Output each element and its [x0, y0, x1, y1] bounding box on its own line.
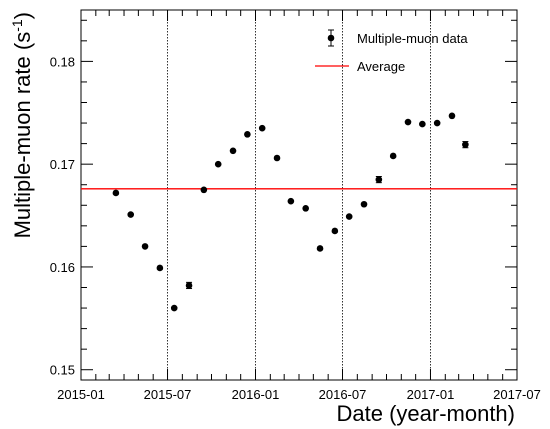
data-point — [404, 118, 412, 126]
data-point — [331, 227, 339, 235]
x-tick-label: 2017-01 — [407, 387, 455, 402]
data-point — [433, 119, 441, 127]
data-point — [141, 243, 149, 250]
data-point — [214, 160, 222, 168]
data-point — [229, 147, 237, 155]
data-point — [244, 131, 251, 138]
data-point — [273, 154, 281, 162]
data-point — [127, 211, 135, 218]
data-point — [185, 282, 193, 289]
y-tick-label: 0.18 — [50, 54, 75, 69]
plot-frame — [80, 9, 518, 381]
data-point — [448, 112, 456, 120]
data-point — [462, 141, 469, 148]
data-points — [112, 112, 469, 312]
y-axis-title: Multiple-muon rate (s-1) — [9, 12, 35, 238]
data-point — [316, 245, 324, 252]
y-tick-label: 0.15 — [50, 363, 75, 378]
data-point — [287, 197, 295, 205]
x-tick-label: 2016-07 — [319, 387, 367, 402]
legend-data-label: Multiple-muon data — [357, 31, 468, 46]
data-point — [419, 120, 426, 128]
legend: Multiple-muon data Average — [315, 29, 468, 74]
y-tick-label: 0.16 — [50, 260, 75, 275]
data-point — [360, 200, 368, 208]
legend-average-label: Average — [357, 59, 405, 74]
x-tick-labels: 2015-01 2015-07 2016-01 2016-07 2017-01 2017-… — [57, 387, 541, 402]
x-tick-label: 2015-01 — [57, 387, 105, 402]
data-point — [112, 189, 120, 197]
y-axis-title-main: Multiple-muon rate (s — [10, 32, 35, 239]
data-point — [375, 176, 383, 183]
data-point — [389, 152, 397, 160]
y-tick-labels: 0.15 0.16 0.17 0.18 — [50, 54, 75, 377]
axis-ticks — [80, 10, 518, 380]
data-point — [200, 186, 208, 194]
data-point — [170, 304, 178, 312]
data-point — [258, 124, 266, 132]
x-tick-label: 2017-07 — [493, 387, 541, 402]
x-tick-label: 2016-01 — [232, 387, 280, 402]
y-axis-title-sup: -1 — [9, 19, 25, 32]
x-tick-label: 2015-07 — [144, 387, 192, 402]
data-point — [345, 213, 353, 220]
legend-data-marker — [327, 34, 335, 42]
data-point — [156, 264, 164, 272]
y-tick-label: 0.17 — [50, 157, 75, 172]
data-point — [302, 205, 309, 212]
x-axis-title: Date (year-month) — [336, 401, 515, 426]
y-axis-title-close: ) — [10, 12, 35, 19]
